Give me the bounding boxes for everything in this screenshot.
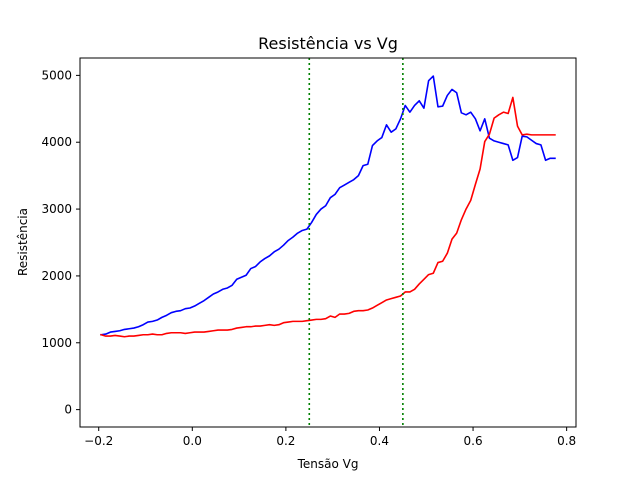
chart-title: Resistência vs Vg <box>258 34 398 53</box>
y-tick-label: 2000 <box>41 269 72 283</box>
reference-lines <box>308 58 404 427</box>
x-axis: −0.2 0.0 0.2 0.4 0.6 0.8 <box>84 427 576 448</box>
x-tick-label: 0.6 <box>464 434 483 448</box>
series-line-2 <box>100 96 556 338</box>
x-axis-label: Tensão Vg <box>297 457 359 471</box>
x-tick-label: 0.2 <box>276 434 295 448</box>
y-axis-label: Resistência <box>16 208 30 276</box>
y-tick-label: 0 <box>64 403 72 417</box>
y-tick-label: 5000 <box>41 68 72 82</box>
x-tick-label: 0.0 <box>183 434 202 448</box>
series-line-1 <box>100 75 556 336</box>
x-tick-label: −0.2 <box>84 434 113 448</box>
series-layer <box>100 75 556 338</box>
x-tick-label: 0.4 <box>370 434 389 448</box>
y-axis: 0 1000 2000 3000 4000 5000 <box>41 68 80 417</box>
plot-frame <box>79 57 577 428</box>
y-tick-label: 4000 <box>41 135 72 149</box>
x-tick-label: 0.8 <box>557 434 576 448</box>
y-tick-label: 1000 <box>41 336 72 350</box>
y-tick-label: 3000 <box>41 202 72 216</box>
